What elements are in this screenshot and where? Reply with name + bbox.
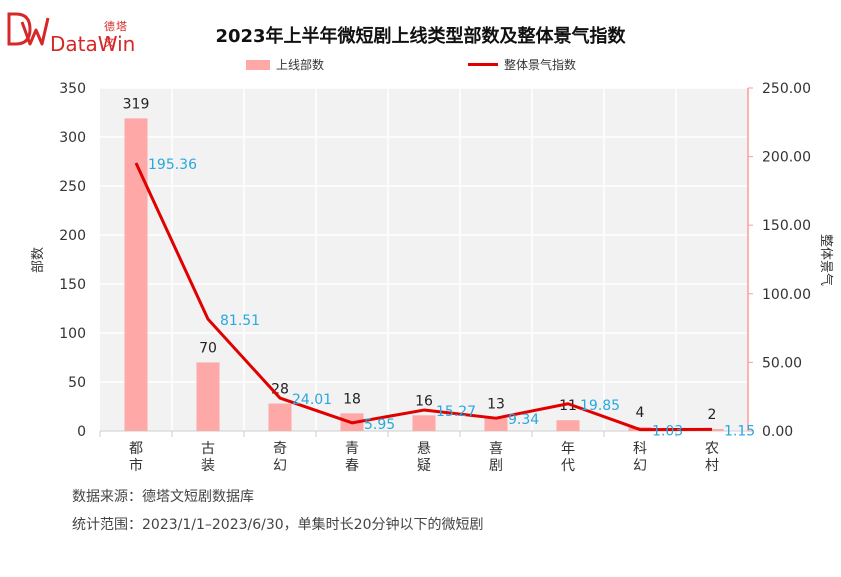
x-tick-label: 农村 xyxy=(705,441,719,474)
bar-value-label: 18 xyxy=(343,391,361,407)
chart-legend: 上线部数 整体景气指数 xyxy=(0,56,841,74)
bar-value-label: 2 xyxy=(708,407,717,423)
bar-value-label: 13 xyxy=(487,396,505,412)
x-tick-label: 年代 xyxy=(561,441,575,474)
left-tick-label: 250 xyxy=(59,179,86,195)
line-series-index xyxy=(134,162,713,432)
bar-value-label: 11 xyxy=(559,398,577,414)
line-value-label: 1.15 xyxy=(724,423,755,439)
y-axis-right-title: 整体景气 xyxy=(818,234,834,286)
brand-name-cn: 德塔文 xyxy=(104,20,128,49)
legend-item-line: 整体景气指数 xyxy=(468,56,576,73)
x-tick-label: 青春 xyxy=(345,441,359,474)
footer-scope: 统计范围：2023/1/1–2023/6/30，单集时长20分钟以下的微短剧 xyxy=(72,517,484,533)
bar-value-label: 70 xyxy=(199,340,217,356)
right-tick-label: 200.00 xyxy=(762,150,811,166)
left-tick-label: 150 xyxy=(59,277,86,293)
brand-name-en: DataWin xyxy=(50,32,136,56)
chart-title: 2023年上半年微短剧上线类型部数及整体景气指数 xyxy=(215,26,626,47)
datawin-logo-icon xyxy=(7,12,50,46)
brand-logo: 德塔文 DataWin xyxy=(6,8,136,56)
legend-bar-label: 上线部数 xyxy=(276,58,325,72)
left-tick-label: 300 xyxy=(59,130,86,146)
x-tick-label: 悬疑 xyxy=(417,441,431,474)
legend-line-label: 整体景气指数 xyxy=(504,58,577,72)
x-tick-label: 都市 xyxy=(129,441,143,474)
line-value-label: 15.27 xyxy=(436,404,476,420)
left-tick-label: 200 xyxy=(59,228,86,244)
line-value-label: 24.01 xyxy=(292,392,332,408)
legend-line-swatch xyxy=(468,63,498,66)
bar xyxy=(556,420,580,431)
footer-source: 数据来源：德塔文短剧数据库 xyxy=(72,489,254,505)
left-tick-label: 50 xyxy=(68,375,86,391)
bar xyxy=(268,403,292,431)
line-value-label: 9.34 xyxy=(508,412,539,428)
line-value-label: 19.85 xyxy=(580,398,620,414)
right-tick-label: 250.00 xyxy=(762,81,811,97)
bar-value-label: 4 xyxy=(636,405,645,421)
right-tick-label: 150.00 xyxy=(762,218,811,234)
right-tick-label: 0.00 xyxy=(762,424,793,440)
right-tick-label: 100.00 xyxy=(762,287,811,303)
bar xyxy=(484,418,508,431)
bar xyxy=(412,415,436,431)
line-value-label: 1.03 xyxy=(652,424,683,440)
left-tick-label: 100 xyxy=(59,326,86,342)
right-tick-label: 50.00 xyxy=(762,355,802,371)
line-value-label: 81.51 xyxy=(220,313,260,329)
line-value-label: 5.95 xyxy=(364,417,395,433)
bar-value-label: 16 xyxy=(415,393,433,409)
line-value-label: 195.36 xyxy=(148,157,197,173)
x-tick-label: 奇幻 xyxy=(273,440,287,474)
legend-bar-swatch xyxy=(246,59,270,70)
legend-item-bar: 上线部数 xyxy=(246,56,324,73)
left-tick-label: 350 xyxy=(59,81,86,97)
left-tick-label: 0 xyxy=(77,424,86,440)
bar-value-label: 319 xyxy=(123,96,150,112)
x-tick-label: 喜剧 xyxy=(489,441,503,474)
x-tick-label: 科幻 xyxy=(633,441,647,474)
bar xyxy=(196,362,220,431)
x-tick-label: 古装 xyxy=(201,441,215,474)
bar xyxy=(124,118,148,431)
y-axis-left-title: 部数 xyxy=(31,247,46,273)
